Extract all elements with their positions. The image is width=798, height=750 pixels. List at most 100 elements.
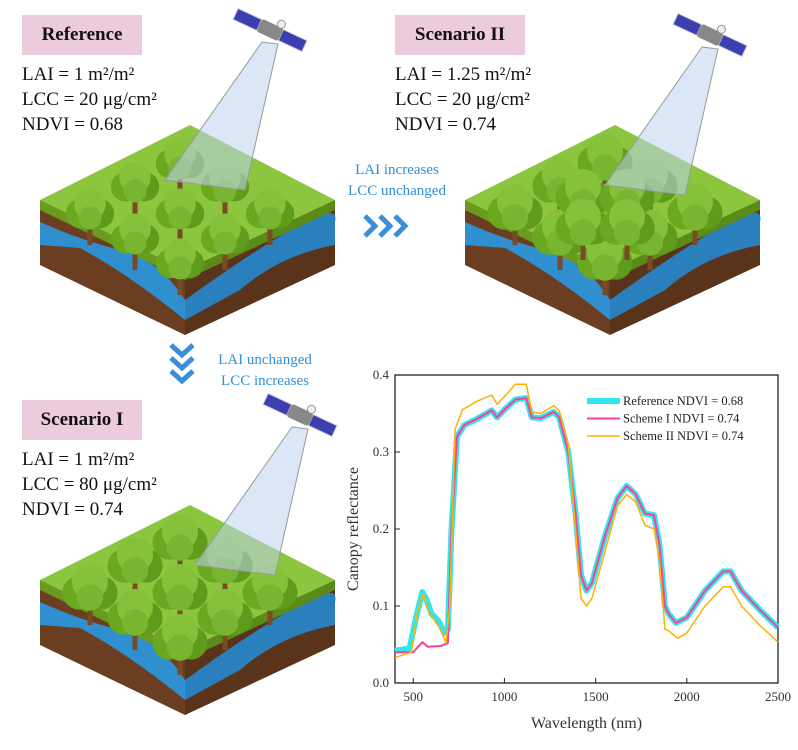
- tree-trunk: [132, 240, 138, 270]
- tree-canopy: [591, 254, 619, 281]
- scenario2-title: Scenario II: [395, 15, 525, 55]
- legend-label-1: Scheme I NDVI = 0.74: [623, 412, 740, 426]
- y-tick-label: 0.4: [373, 367, 390, 382]
- tree-trunk: [267, 215, 273, 245]
- tree-canopy: [123, 179, 147, 203]
- water-right: [185, 592, 336, 700]
- satellite-dish: [276, 19, 286, 29]
- sensor-beam: [194, 426, 309, 576]
- chevron-right-icon: [363, 214, 379, 238]
- satellite-body: [697, 24, 723, 46]
- reference-title: Reference: [22, 15, 142, 55]
- x-axis-label: Wavelength (nm): [531, 715, 642, 732]
- transition-right-line2: LCC unchanged: [348, 183, 446, 199]
- tree-canopy: [121, 557, 149, 584]
- tree-trunk: [222, 240, 228, 270]
- scenario2-ndvi: NDVI = 0.74: [395, 114, 496, 135]
- tree-canopy: [613, 219, 641, 246]
- soil-left: [465, 200, 610, 335]
- tree-trunk: [132, 188, 138, 218]
- tree-canopy: [166, 534, 194, 561]
- tree-canopy: [76, 584, 104, 611]
- satellite-dish: [306, 404, 316, 414]
- legend-label-0: Reference NDVI = 0.68: [623, 394, 743, 408]
- soil-left: [40, 580, 185, 715]
- scenario2-lai: LAI = 1.25 m²/m²: [395, 64, 532, 85]
- scenario1-lcc: LCC = 80 μg/cm²: [22, 474, 157, 495]
- scenario1-params: LAI = 1 m²/m² LCC = 80 μg/cm² NDVI = 0.7…: [22, 447, 157, 522]
- reference-lai: LAI = 1 m²/m²: [22, 64, 135, 85]
- satellite-body: [287, 404, 313, 426]
- y-axis-label: Canopy reflectance: [345, 467, 362, 591]
- reference-lcc: LCC = 20 μg/cm²: [22, 89, 157, 110]
- chevron-down-icon: [169, 343, 195, 359]
- tree-canopy: [591, 154, 619, 181]
- series-line-2: [394, 383, 779, 659]
- y-tick-label: 0.3: [373, 444, 389, 459]
- x-tick-label: 1000: [491, 689, 517, 704]
- satellite-dish: [716, 24, 726, 34]
- y-tick-label: 0.2: [373, 521, 389, 536]
- soil-left: [40, 200, 185, 335]
- transition-down-note: LAI unchanged LCC increases: [205, 350, 325, 392]
- x-tick-label: 2500: [765, 689, 791, 704]
- satellite-icon: [262, 392, 338, 438]
- transition-right-line1: LAI increases: [355, 162, 439, 178]
- legend-label-2: Scheme II NDVI = 0.74: [623, 429, 744, 443]
- tree-trunk: [87, 215, 93, 245]
- water-left: [40, 602, 185, 700]
- down-chevrons-icon: [169, 343, 195, 385]
- tree-trunk: [222, 188, 228, 218]
- transition-down-line1: LAI unchanged: [218, 352, 312, 368]
- solar-panel: [277, 28, 308, 53]
- scenario1-lai: LAI = 1 m²/m²: [22, 449, 135, 470]
- tree-canopy: [166, 584, 194, 611]
- scenario1-ndvi: NDVI = 0.74: [22, 499, 123, 520]
- chevron-down-icon: [169, 356, 195, 372]
- scenario2-scene: [465, 12, 761, 335]
- transition-down-line2: LCC increases: [221, 373, 309, 389]
- sensor-beam: [604, 46, 719, 196]
- reference-params: LAI = 1 m²/m² LCC = 20 μg/cm² NDVI = 0.6…: [22, 62, 157, 137]
- transition-right-note: LAI increases LCC unchanged: [332, 160, 462, 202]
- satellite-icon: [672, 12, 748, 58]
- series-line-1: [395, 397, 779, 654]
- water-right: [610, 212, 761, 320]
- solar-panel: [232, 7, 263, 32]
- tree-canopy: [78, 206, 102, 230]
- right-chevrons-icon: [363, 214, 409, 238]
- satellite-body: [257, 19, 283, 41]
- chevron-right-icon: [378, 214, 394, 238]
- tree-canopy: [501, 204, 529, 231]
- chevron-down-icon: [169, 369, 195, 385]
- tree-trunk: [177, 215, 183, 245]
- sensor-beam: [164, 41, 279, 191]
- tree-canopy: [681, 204, 709, 231]
- water-right: [185, 212, 336, 320]
- tree-canopy: [213, 231, 237, 255]
- x-tick-label: 2000: [674, 689, 700, 704]
- tree-canopy: [211, 609, 239, 636]
- satellite-icon: [232, 7, 308, 53]
- tree-canopy: [166, 634, 194, 661]
- tree-canopy: [168, 206, 192, 230]
- reference-ndvi: NDVI = 0.68: [22, 114, 123, 135]
- x-tick-label: 500: [403, 689, 423, 704]
- y-tick-label: 0.1: [373, 598, 389, 613]
- tree-canopy: [121, 609, 149, 636]
- scenario1-scene: [40, 392, 338, 715]
- water-left: [40, 222, 185, 320]
- x-tick-label: 1500: [583, 689, 609, 704]
- reference-scene: [40, 7, 336, 335]
- solar-panel: [307, 413, 338, 438]
- tree-trunk: [177, 265, 183, 295]
- scenario1-title: Scenario I: [22, 400, 142, 440]
- scenario2-lcc: LCC = 20 μg/cm²: [395, 89, 530, 110]
- chevron-right-icon: [393, 214, 409, 238]
- water-left: [465, 222, 610, 320]
- tree-canopy: [168, 256, 192, 280]
- tree-canopy: [569, 219, 597, 246]
- scenario2-params: LAI = 1.25 m²/m² LCC = 20 μg/cm² NDVI = …: [395, 62, 531, 137]
